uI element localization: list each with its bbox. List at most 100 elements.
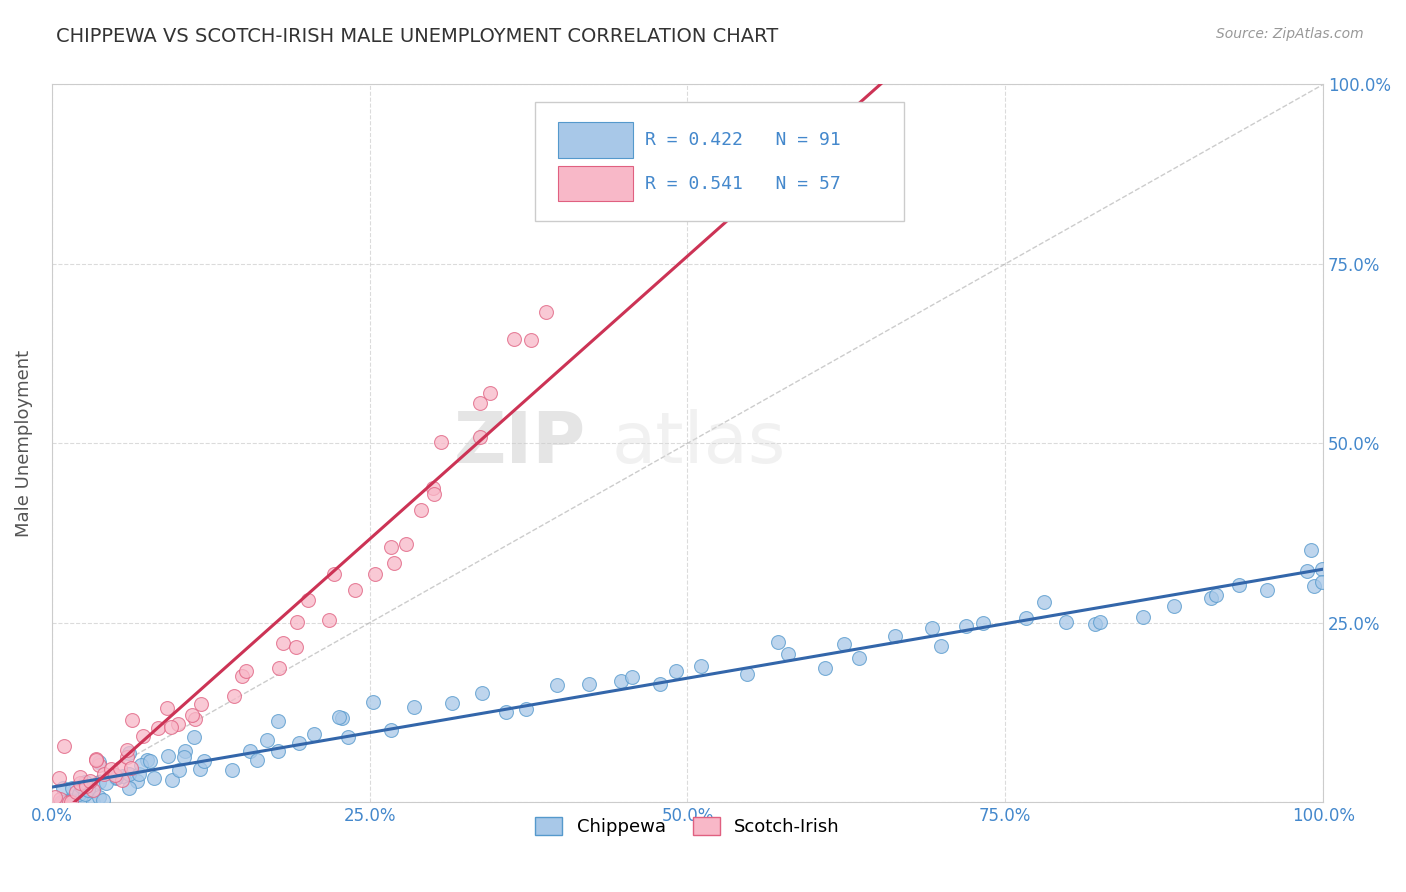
Point [58, 795, 80, 809]
Point [128, 767, 150, 781]
Point [1256, 583, 1278, 598]
Point [72, 790, 94, 805]
Point [69, 779, 91, 793]
Point [108, 761, 131, 775]
Point [117, 742, 139, 756]
Point [441, 696, 464, 710]
Point [246, 753, 269, 767]
Point [285, 640, 308, 655]
Point [256, 732, 278, 747]
Point [468, 396, 491, 410]
Point [665, 664, 688, 678]
Point [1088, 615, 1111, 629]
Point [52, 781, 75, 796]
Point [297, 593, 319, 607]
Point [328, 710, 350, 724]
Point [972, 616, 994, 631]
Point [166, 717, 188, 731]
Point [1033, 595, 1056, 609]
Point [848, 651, 870, 665]
Point [610, 674, 633, 689]
Point [1132, 610, 1154, 624]
Point [87, 789, 110, 804]
Point [188, 762, 211, 776]
Point [76, 783, 98, 797]
Point [44, 790, 66, 805]
Point [578, 677, 600, 691]
Point [142, 771, 165, 785]
FancyBboxPatch shape [558, 122, 633, 158]
Point [423, 486, 446, 500]
Point [103, 768, 125, 782]
Point [118, 746, 141, 760]
Point [183, 712, 205, 726]
Point [287, 735, 309, 749]
Point [1302, 579, 1324, 593]
Legend: Chippewa, Scotch-Irish: Chippewa, Scotch-Irish [527, 810, 846, 844]
Point [48, 772, 70, 786]
Point [100, 763, 122, 777]
Point [49, 791, 72, 805]
Point [49, 795, 72, 809]
Point [104, 771, 127, 785]
Point [156, 701, 179, 715]
Point [1015, 610, 1038, 624]
Point [73, 775, 96, 789]
Point [75, 787, 97, 801]
Point [183, 730, 205, 744]
Point [58, 795, 80, 809]
Point [402, 700, 425, 714]
Point [159, 720, 181, 734]
Point [285, 615, 308, 629]
Point [1296, 564, 1319, 578]
Point [1227, 578, 1250, 592]
Point [302, 727, 325, 741]
Point [111, 772, 134, 787]
Point [87, 775, 110, 789]
Point [322, 567, 344, 582]
FancyBboxPatch shape [558, 166, 633, 201]
Point [361, 695, 384, 709]
Point [67, 787, 90, 801]
Point [222, 689, 245, 703]
Point [271, 635, 294, 649]
FancyBboxPatch shape [534, 103, 904, 221]
Point [60, 795, 83, 809]
Text: R = 0.541   N = 57: R = 0.541 N = 57 [645, 175, 841, 193]
Point [546, 678, 568, 692]
Point [129, 758, 152, 772]
Point [344, 582, 367, 597]
Point [1301, 543, 1323, 558]
Point [422, 481, 444, 495]
Point [173, 749, 195, 764]
Point [93, 793, 115, 807]
Point [267, 714, 290, 728]
Point [883, 629, 905, 643]
Point [479, 386, 502, 401]
Point [269, 661, 291, 675]
Point [689, 659, 711, 673]
Point [132, 729, 155, 743]
Point [221, 763, 243, 777]
Point [470, 429, 492, 443]
Point [60, 781, 83, 796]
Point [65, 785, 87, 799]
Point [1310, 574, 1333, 589]
Point [148, 722, 170, 736]
Point [89, 758, 111, 772]
Point [235, 665, 257, 679]
Text: atlas: atlas [612, 409, 786, 478]
Point [93, 766, 115, 780]
Text: ZIP: ZIP [454, 409, 586, 478]
Point [105, 770, 128, 784]
Point [157, 749, 180, 764]
Point [534, 305, 557, 319]
Point [84, 752, 107, 766]
Point [120, 762, 142, 776]
Point [330, 711, 353, 725]
Point [955, 618, 977, 632]
Point [266, 744, 288, 758]
Point [382, 557, 405, 571]
Point [60, 793, 83, 807]
Point [364, 566, 387, 581]
